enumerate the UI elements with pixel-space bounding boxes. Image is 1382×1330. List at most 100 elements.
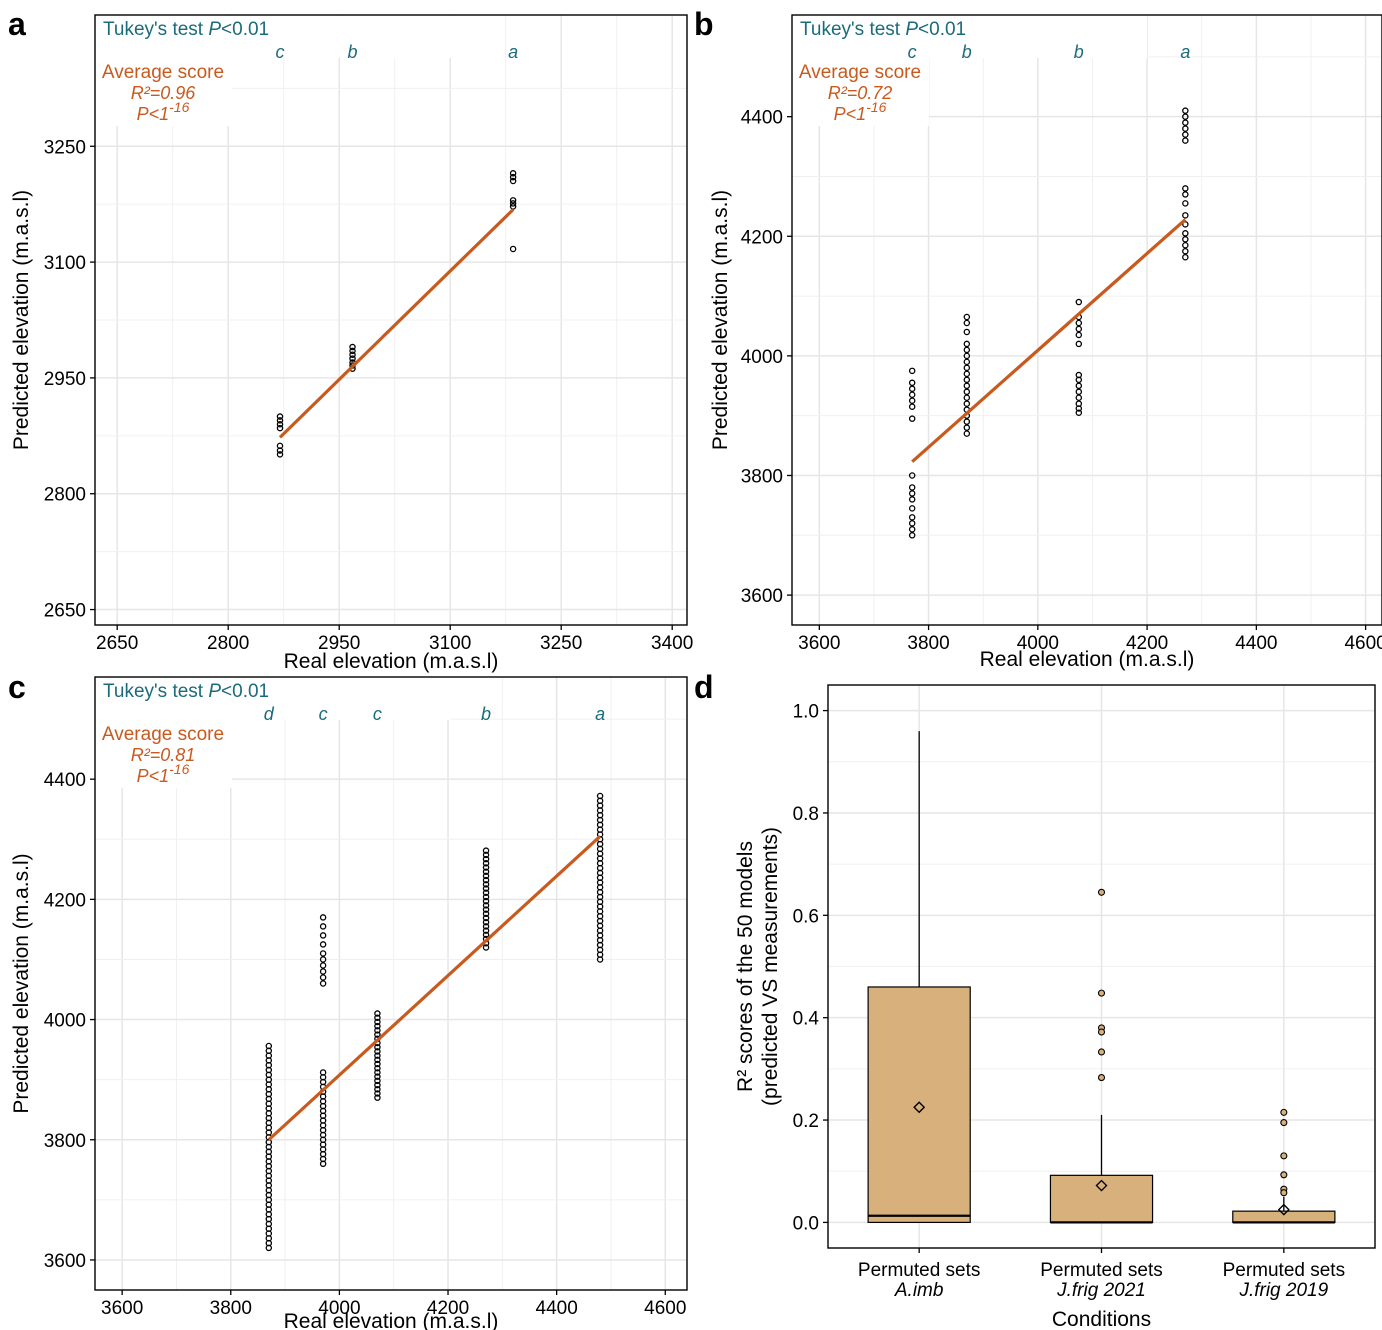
group-letter: b <box>1074 42 1084 62</box>
panel-letter: d <box>694 669 714 705</box>
data-point <box>1075 394 1083 401</box>
y-tick-label: 0.2 <box>793 1111 819 1132</box>
data-point <box>963 352 971 360</box>
data-point <box>1075 382 1083 390</box>
p-value-base: P<1 <box>137 104 170 124</box>
data-point <box>276 447 284 454</box>
data-point <box>1182 200 1189 207</box>
data-point <box>265 1042 273 1050</box>
data-point <box>374 1031 381 1038</box>
data-point <box>374 1077 381 1085</box>
data-point <box>482 923 490 930</box>
data-point <box>1182 107 1189 114</box>
data-point <box>374 1081 381 1089</box>
data-point <box>908 472 916 479</box>
average-score-label: Average score <box>102 724 224 745</box>
data-point <box>482 910 490 918</box>
x-tick-label: 2800 <box>207 633 249 654</box>
group-letter: a <box>1180 42 1190 62</box>
group-letter: d <box>264 704 275 724</box>
mean-marker <box>1095 1179 1108 1192</box>
data-point <box>482 855 490 863</box>
regression-line <box>911 218 1187 463</box>
y-tick-label: 0.0 <box>793 1213 819 1234</box>
data-point <box>276 413 284 420</box>
data-point <box>374 1018 381 1026</box>
data-point <box>482 847 490 854</box>
x-tick-label: 3600 <box>101 1298 143 1319</box>
data-point <box>963 319 971 327</box>
r2-label: R²=0.72 <box>828 83 893 103</box>
x-tick-label: 3250 <box>540 633 582 654</box>
data-point <box>374 1022 381 1030</box>
data-point <box>482 876 490 884</box>
data-point <box>482 881 490 888</box>
data-point <box>482 860 490 867</box>
tukey-text: Tukey's test <box>800 19 905 40</box>
y-tick-label: 1.0 <box>793 702 819 723</box>
data-point <box>319 923 327 930</box>
data-point <box>482 918 490 926</box>
p-value-exponent: -16 <box>169 99 189 115</box>
data-point <box>1075 325 1083 333</box>
category-sublabel: J.frig 2021 <box>1056 1280 1146 1301</box>
data-point <box>319 980 327 987</box>
data-point <box>319 932 327 939</box>
data-point <box>374 1010 381 1017</box>
data-point <box>482 927 490 934</box>
r2-label: R²=0.96 <box>131 83 197 103</box>
data-point <box>482 906 490 913</box>
mean-marker <box>913 1101 926 1114</box>
data-point <box>1075 319 1083 327</box>
x-tick-label: 3100 <box>429 633 471 654</box>
tukey-text: Tukey's test <box>103 19 208 40</box>
annotation-backdrop <box>96 720 232 788</box>
tukey-threshold: <0.01 <box>221 19 269 40</box>
y-axis-title: Predicted elevation (m.a.s.l) <box>10 853 33 1113</box>
y-tick-label: 3100 <box>44 253 86 274</box>
category-label: Permuted sets <box>1040 1260 1163 1281</box>
data-point <box>908 526 916 533</box>
panel-letter: b <box>694 6 714 42</box>
tukey-p: P <box>905 19 918 40</box>
data-point <box>908 505 916 512</box>
outlier-point <box>1280 1108 1288 1116</box>
annotation-backdrop <box>793 16 1147 58</box>
outlier-point <box>1097 989 1106 997</box>
data-point <box>1182 119 1189 126</box>
tukey-label: Tukey's test P<0.01 <box>800 19 966 40</box>
y-tick-label: 2800 <box>44 485 86 506</box>
data-point <box>963 358 971 366</box>
outlier-point <box>1097 1028 1106 1036</box>
tukey-threshold: <0.01 <box>221 681 269 702</box>
data-point <box>349 343 356 351</box>
data-point <box>1182 185 1189 192</box>
outlier-point <box>1280 1119 1288 1127</box>
data-point <box>908 403 916 410</box>
data-point <box>1182 125 1189 132</box>
data-point <box>319 974 327 981</box>
data-point <box>374 1069 381 1076</box>
group-letter: b <box>481 704 491 724</box>
p-value-base: P<1 <box>834 104 867 124</box>
data-point <box>482 889 490 897</box>
data-point <box>963 382 971 390</box>
tukey-label: Tukey's test P<0.01 <box>103 681 269 702</box>
r2-label: R²=0.81 <box>131 745 196 765</box>
mean-marker <box>1277 1203 1290 1216</box>
y-tick-label: 4400 <box>741 108 783 129</box>
panel-c: c 3600 3800 4000 4200 4400 4600 3600 3800 4000 420… <box>8 669 688 1330</box>
annotation-backdrop <box>96 678 452 720</box>
y-tick-label: 0.8 <box>793 804 819 825</box>
box <box>1232 1210 1336 1224</box>
data-point <box>908 385 916 393</box>
data-point <box>963 400 971 407</box>
tukey-p: P <box>208 19 221 40</box>
data-point <box>908 490 916 497</box>
y-tick-label: 3600 <box>741 586 783 607</box>
plot-frame <box>94 14 688 626</box>
annotation-backdrop <box>96 16 452 58</box>
data-point <box>908 514 916 521</box>
x-axis-title: Real elevation (m.a.s.l) <box>284 1310 499 1330</box>
